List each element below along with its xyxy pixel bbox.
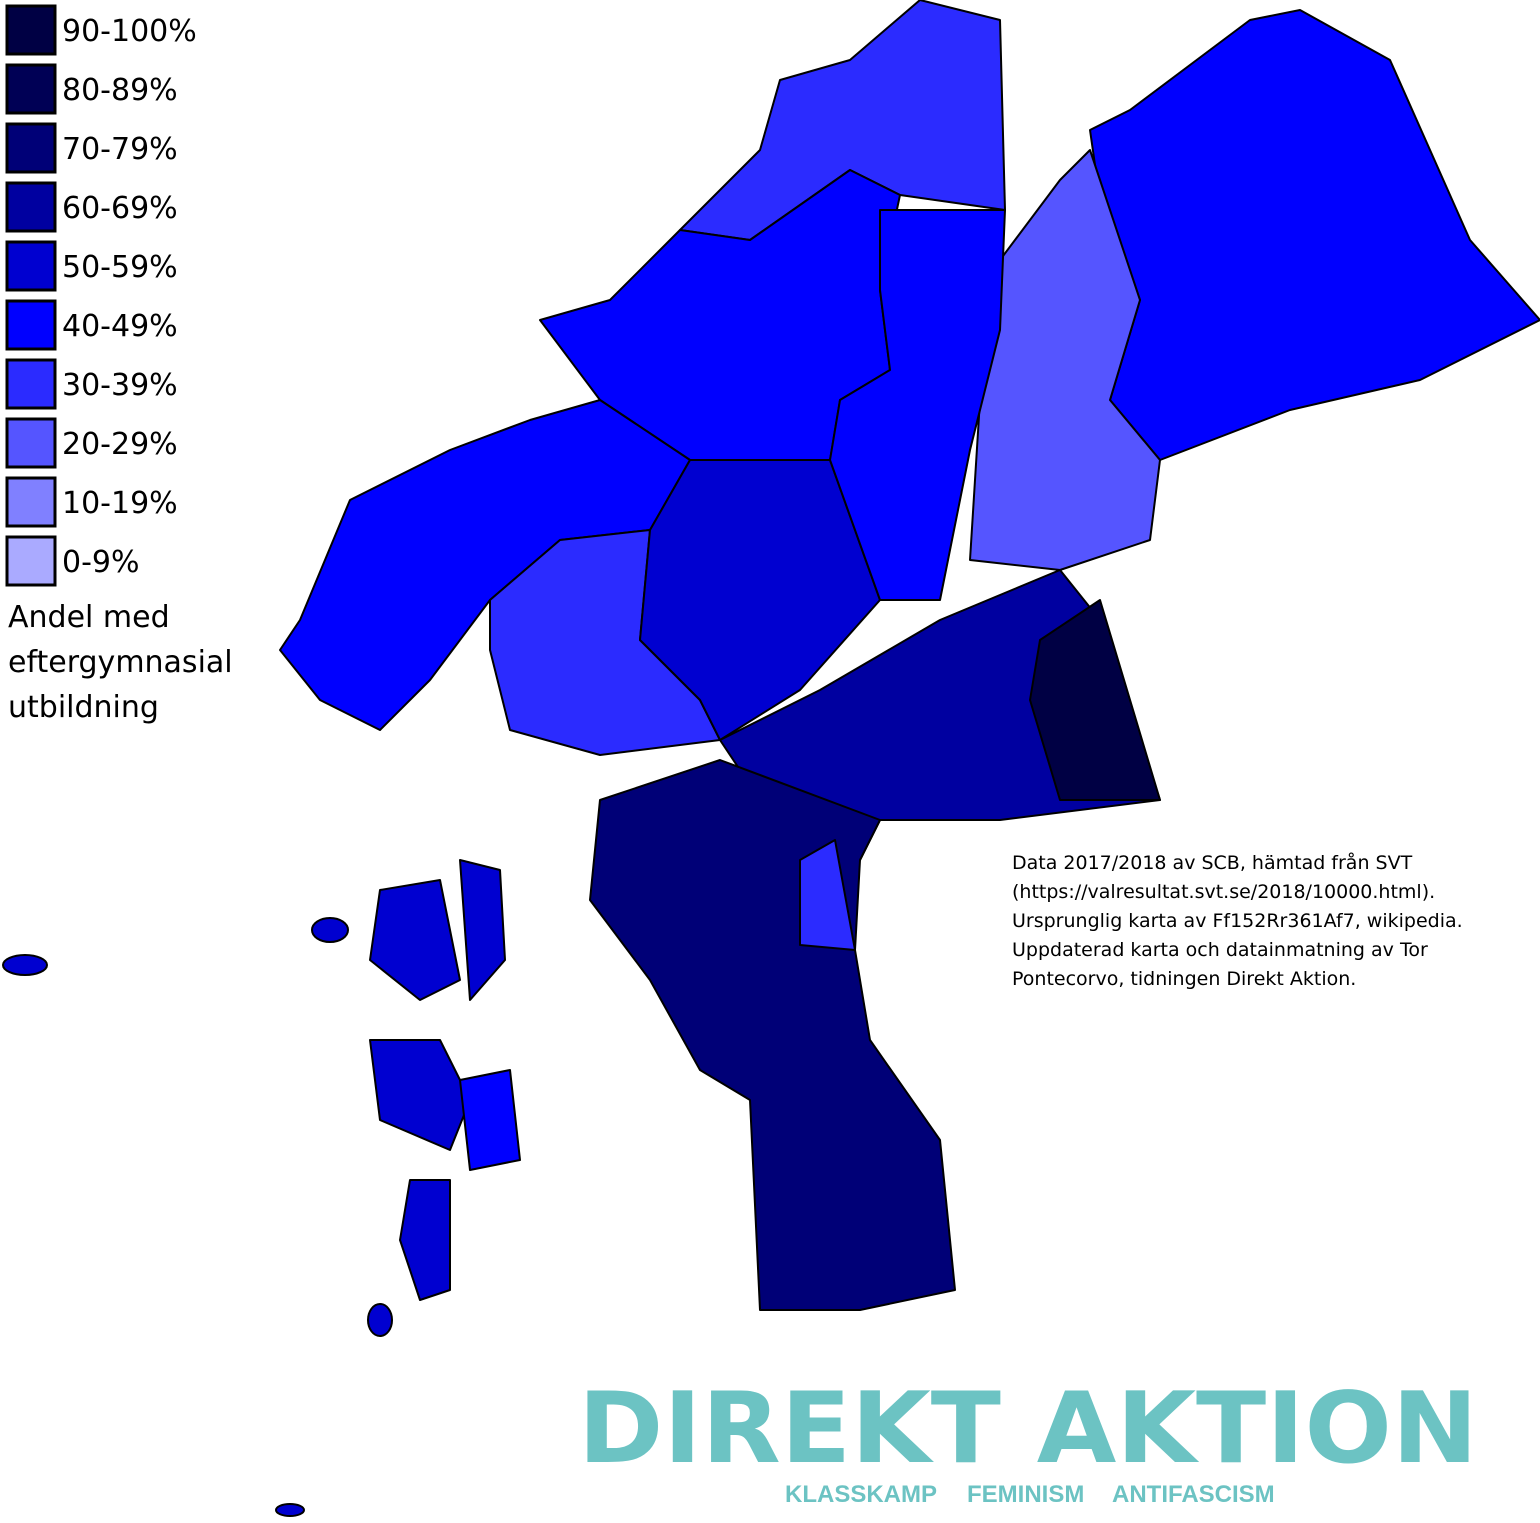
legend-label: 70-79% <box>62 132 178 167</box>
tagline: ANTIFASCISM <box>1112 1481 1275 1508</box>
tagline: KLASSKAMP <box>785 1481 937 1508</box>
tagline: FEMINISM <box>967 1481 1084 1508</box>
legend-label: 30-39% <box>62 368 178 403</box>
legend-swatch <box>5 63 57 115</box>
legend-swatch <box>5 299 57 351</box>
district <box>799 839 856 951</box>
legend-swatch <box>5 181 57 233</box>
legend-swatch <box>5 122 57 174</box>
legend-label: 90-100% <box>62 14 197 49</box>
credit-line: Uppdaterad karta och datainmatning av To… <box>1012 939 1428 961</box>
legend-label: 40-49% <box>62 309 178 344</box>
island <box>369 879 461 1001</box>
legend-swatch <box>5 240 57 292</box>
legend-swatch <box>5 476 57 528</box>
legend-label: 80-89% <box>62 73 178 108</box>
legend-title: eftergymnasial <box>8 645 233 680</box>
legend-swatch <box>5 417 57 469</box>
district <box>1089 9 1540 461</box>
district <box>1029 599 1161 801</box>
legend-swatch <box>5 535 57 587</box>
legend-label: 10-19% <box>62 486 178 521</box>
credit-line: Ursprunglig karta av Ff152Rr361Af7, wiki… <box>1012 910 1463 932</box>
island <box>399 1179 451 1301</box>
legend-swatch <box>5 4 57 56</box>
credit-line: (https://valresultat.svt.se/2018/10000.h… <box>1012 881 1435 903</box>
island <box>367 1303 393 1337</box>
legend-label: 50-59% <box>62 250 178 285</box>
district <box>969 149 1161 571</box>
island <box>459 859 506 1001</box>
district <box>589 759 956 1311</box>
island <box>2 954 48 976</box>
district <box>829 209 1006 601</box>
legend-label: 20-29% <box>62 427 178 462</box>
legend-title: utbildning <box>8 690 159 725</box>
district <box>639 459 881 741</box>
legend-label: 0-9% <box>62 545 140 580</box>
legend: 90-100% 80-89% 70-79% 60-69% 50-59% 40-49% 30-… <box>5 4 197 587</box>
credit: Data 2017/2018 av SCB, hämtad från SVT (h… <box>1012 851 1463 990</box>
legend-swatch <box>5 358 57 410</box>
island <box>459 1069 521 1171</box>
logo: DIREKT AKTION <box>578 1372 1478 1486</box>
island <box>275 1503 305 1517</box>
credit-line: Pontecorvo, tidningen Direkt Aktion. <box>1012 968 1356 990</box>
legend-label: 60-69% <box>62 191 178 226</box>
island <box>311 917 349 943</box>
credit-line: Data 2017/2018 av SCB, hämtad från SVT <box>1012 851 1413 874</box>
legend-title: Andel med <box>8 600 170 635</box>
island <box>369 1039 471 1151</box>
